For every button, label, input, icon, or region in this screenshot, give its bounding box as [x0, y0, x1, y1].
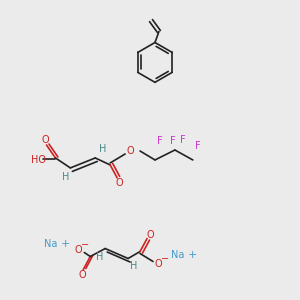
Text: F: F [195, 141, 201, 151]
Text: −: − [161, 254, 169, 265]
Text: O: O [146, 230, 154, 240]
Text: HO: HO [31, 155, 46, 165]
Text: −: − [81, 240, 89, 250]
Text: Na: Na [44, 238, 57, 249]
Text: +: + [61, 238, 70, 249]
Text: O: O [79, 270, 86, 280]
Text: H: H [95, 251, 103, 262]
Text: O: O [154, 260, 162, 269]
Text: O: O [126, 146, 134, 156]
Text: F: F [157, 136, 163, 146]
Text: H: H [62, 172, 69, 182]
Text: +: + [188, 250, 197, 260]
Text: F: F [170, 136, 176, 146]
Text: O: O [115, 178, 123, 188]
Text: H: H [130, 262, 138, 272]
Text: F: F [180, 135, 186, 145]
Text: O: O [42, 135, 49, 145]
Text: O: O [74, 244, 82, 254]
Text: Na: Na [171, 250, 184, 260]
Text: H: H [98, 144, 106, 154]
